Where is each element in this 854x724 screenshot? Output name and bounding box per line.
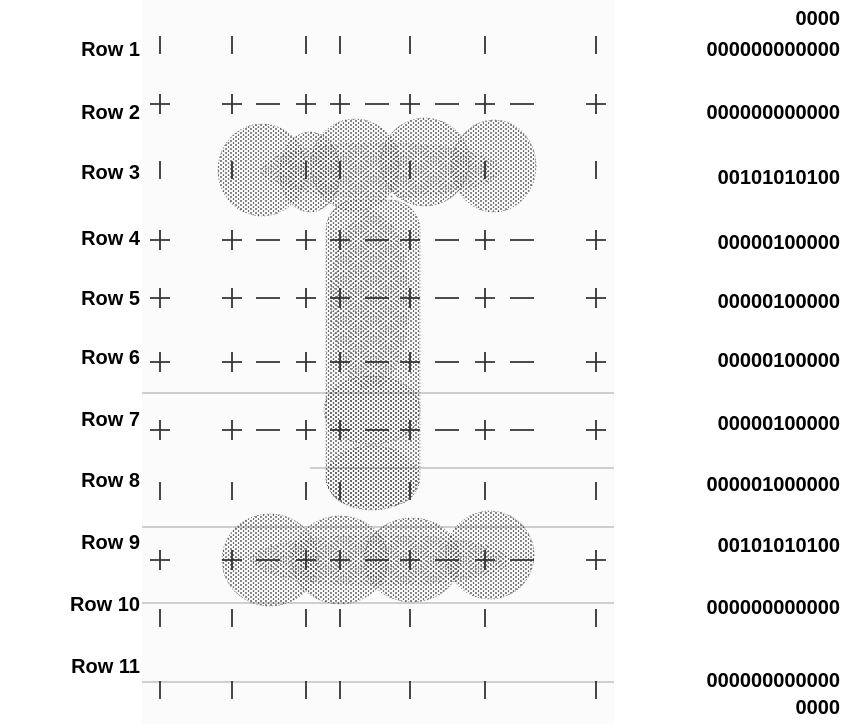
glyph-blob [325,445,419,511]
row-code: 00101010100 [717,535,840,557]
row-label: Row 4 [81,228,140,250]
row-code: 00000100000 [717,232,840,254]
glyph-texture-blob [330,210,410,390]
row-label: Row 7 [81,409,140,431]
row-label: Row 11 [71,656,140,678]
row-code: 00000100000 [717,291,840,313]
glyph-blob [323,375,421,445]
row-label: Row 1 [81,39,140,61]
grid-marks [150,36,606,699]
row-code: 00000100000 [717,350,840,372]
glyph-texture-blob [260,142,500,198]
code-extra-top: 0000 [795,8,841,30]
row-label: Row 8 [81,470,140,492]
row-label: Row 6 [81,347,140,369]
code-extra-bottom: 0000 [795,697,841,719]
row-code: 000000000000 [706,102,840,124]
row-code: 000001000000 [706,474,840,496]
row-label: Row 2 [81,102,140,124]
row-code: 000000000000 [706,670,840,692]
row-code: 00000100000 [717,413,840,435]
row-code: 000000000000 [706,597,840,619]
row-code: 00101010100 [717,167,840,189]
row-label: Row 10 [69,594,140,616]
row-label: Row 9 [81,532,140,554]
row-label: Row 5 [81,288,140,310]
row-code: 000000000000 [706,39,840,61]
row-label: Row 3 [81,162,140,184]
